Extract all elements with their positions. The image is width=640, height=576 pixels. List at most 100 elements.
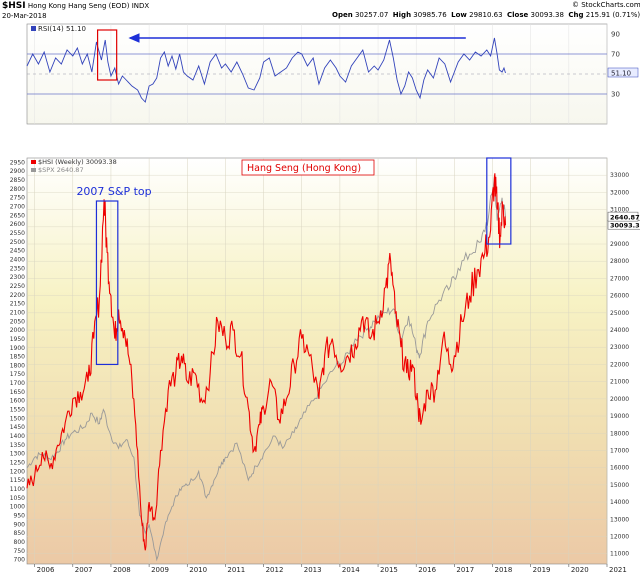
x-axis-year-label: 2021 — [609, 566, 627, 574]
spx-tick-label: 1200 — [10, 468, 25, 475]
hsi-tick-label: 18000 — [610, 430, 629, 437]
spx-tick-label: 1600 — [10, 398, 25, 405]
spx-tick-label: 2950 — [10, 159, 25, 166]
x-axis: 2006 2007 2008 2009 2010 2011 2012 2013 2014 2015… — [34, 564, 627, 574]
spx-tick-label: 700 — [14, 557, 26, 564]
x-axis-year-label: 2017 — [456, 566, 474, 574]
hsi-tick-label: 23000 — [610, 344, 629, 351]
spx-tick-label: 1550 — [10, 407, 25, 414]
spx-tick-label: 1150 — [10, 477, 25, 484]
spx-tick-label: 2200 — [10, 292, 25, 299]
hsi-tick-label: 33000 — [610, 172, 629, 179]
x-axis-year-label: 2010 — [189, 566, 207, 574]
spx-tick-label: 950 — [14, 512, 26, 519]
x-axis-year-label: 2009 — [151, 566, 169, 574]
hsi-tick-label: 16000 — [610, 465, 629, 472]
annotation-2007-sp-top: 2007 S&P top — [76, 185, 151, 198]
spx-tick-label: 1450 — [10, 424, 25, 431]
spx-tick-label: 1850 — [10, 354, 25, 361]
symbol: $HSI — [2, 1, 26, 11]
open-label: Open — [332, 11, 353, 19]
spx-tick-label: 1650 — [10, 389, 25, 396]
x-axis-year-label: 2011 — [227, 566, 245, 574]
rsi-value-tag-box — [607, 67, 639, 78]
x-axis-year-label: 2006 — [37, 566, 55, 574]
spx-tick-label: 2750 — [10, 195, 25, 202]
close-value: 30093.38 — [530, 11, 564, 19]
hsi-tick-label: 32000 — [610, 189, 629, 196]
hsi-tick-label: 20000 — [610, 396, 629, 403]
price-legend-entry: $SPX 2640.87 — [38, 166, 84, 174]
spx-tick-label: 1950 — [10, 336, 25, 343]
spx-tick-label: 1750 — [10, 371, 25, 378]
rsi-highlight-box — [96, 29, 118, 81]
rsi-tick-label: 30 — [611, 91, 620, 99]
hsi-value-tag: 30093.38 — [610, 222, 640, 230]
price-panel: 7007508008509009501000105011001150120012… — [10, 157, 640, 565]
hsi-tick-label: 29000 — [610, 241, 629, 248]
price-legend-swatch — [31, 160, 36, 164]
hsi-tick-label: 11000 — [610, 551, 629, 558]
price-title: Hang Seng (Hong Kong) — [247, 163, 361, 174]
hsi-tick-label: 26000 — [610, 293, 629, 300]
spx-series-line — [26, 176, 506, 562]
x-axis-year-label: 2008 — [113, 566, 131, 574]
ohlc-line: Open 30257.07 High 30985.76 Low 29810.63… — [332, 11, 640, 19]
spx-value-tag: 2640.87 — [610, 214, 640, 222]
spx-tick-label: 1400 — [10, 433, 25, 440]
low-value: 29810.63 — [469, 11, 503, 19]
x-axis-year-label: 2007 — [75, 566, 93, 574]
spx-tick-label: 2800 — [10, 186, 25, 193]
chg-label: Chg — [568, 11, 584, 19]
symbol-name: Hong Kong Hang Seng (EOD) — [27, 2, 130, 10]
spx-tick-label: 1300 — [10, 451, 25, 458]
spx-tick-label: 850 — [14, 530, 26, 537]
x-axis-year-label: 2018 — [495, 566, 513, 574]
x-axis-year-label: 2020 — [571, 566, 589, 574]
hsi-tick-label: 24000 — [610, 327, 629, 334]
x-axis-year-label: 2012 — [266, 566, 284, 574]
price-legend-entry: $HSI (Weekly) 30093.38 — [38, 158, 117, 166]
price-legend-swatch — [31, 168, 36, 172]
spx-tick-label: 1250 — [10, 460, 25, 467]
spx-tick-label: 2100 — [10, 309, 25, 316]
x-axis-year-label: 2014 — [342, 566, 360, 574]
low-label: Low — [451, 11, 467, 19]
high-label: High — [392, 11, 412, 19]
symbol-line: $HSI Hong Kong Hang Seng (EOD) INDX — [2, 1, 149, 11]
spx-tick-label: 1350 — [10, 442, 25, 449]
price-plot-area — [26, 157, 608, 565]
rsi-series-line — [26, 37, 506, 103]
hsi-tick-label: 31000 — [610, 207, 629, 214]
spx-tick-label: 2000 — [10, 327, 25, 334]
spx-tick-label: 2150 — [10, 301, 25, 308]
spx-tick-label: 900 — [14, 521, 26, 528]
rsi-value-tag: 51.10 — [611, 70, 631, 78]
rsi-legend-swatch — [31, 26, 36, 31]
spx-tick-label: 2300 — [10, 274, 25, 281]
spx-tick-label: 2050 — [10, 318, 25, 325]
x-axis-year-label: 2019 — [533, 566, 551, 574]
spx-tick-label: 1000 — [10, 504, 25, 511]
hsi-tick-label: 13000 — [610, 516, 629, 523]
spx-tick-label: 1700 — [10, 380, 25, 387]
hsi-tick-label: 19000 — [610, 413, 629, 420]
rsi-tick-label: 90 — [611, 31, 620, 39]
spx-tick-label: 1100 — [10, 486, 25, 493]
open-value: 30257.07 — [354, 11, 389, 19]
x-axis-year-label: 2015 — [380, 566, 398, 574]
rsi-tick-label: 70 — [611, 51, 620, 59]
spx-tick-label: 2450 — [10, 248, 25, 255]
close-label: Close — [507, 11, 529, 19]
chg-value: 215.91 (0.71%) — [585, 11, 640, 19]
hsi-tick-label: 22000 — [610, 361, 629, 368]
spx-tick-label: 2900 — [10, 168, 25, 175]
spx-tick-label: 2550 — [10, 230, 25, 237]
hsi-tick-label: 15000 — [610, 482, 629, 489]
spx-tick-label: 750 — [14, 548, 26, 555]
rsi-legend: RSI(14) 51.10 — [38, 25, 86, 33]
spx-tick-label: 2600 — [10, 221, 25, 228]
hsi-tick-label: 25000 — [610, 310, 629, 317]
